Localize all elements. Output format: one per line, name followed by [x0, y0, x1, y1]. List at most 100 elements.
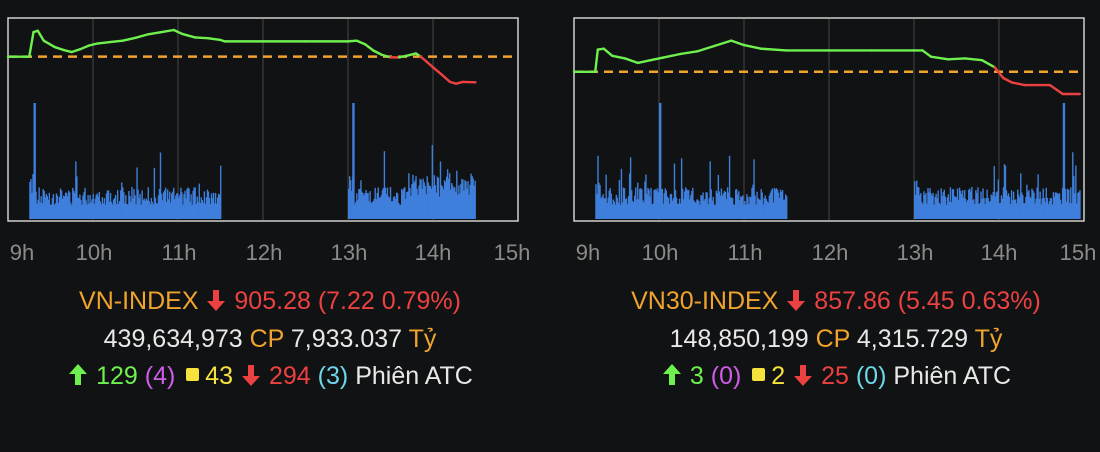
volume-bar: [767, 202, 770, 219]
volume-bar: [981, 199, 983, 219]
volume-bar: [668, 203, 671, 219]
turnover-unit: Tỷ: [408, 325, 437, 353]
volume-bar: [216, 197, 219, 219]
up-arrow-icon: [69, 364, 88, 385]
volume-bar: [745, 204, 747, 219]
price-segment: [172, 28, 184, 36]
volume-bar: [957, 200, 960, 219]
volume-bar: [101, 197, 104, 219]
volume-bar: [675, 197, 678, 219]
price-segment: [79, 44, 90, 51]
volume-bar: [109, 192, 112, 219]
volume-bar: [729, 197, 732, 219]
volume-bar: [935, 193, 937, 219]
volume-bar: [711, 200, 713, 219]
volume-bar: [455, 191, 457, 219]
volume-bar: [48, 192, 51, 219]
volume-bar: [697, 199, 699, 219]
volume-bar: [51, 198, 54, 219]
turnover-value: 4,315.729: [856, 325, 969, 353]
volume-bar: [1026, 184, 1028, 219]
volume-bar: [595, 184, 597, 219]
volume-bar: [1071, 203, 1073, 219]
volume-bar: [1025, 196, 1027, 219]
volume-bar: [618, 179, 621, 219]
volume-bar: [617, 202, 620, 219]
volume-bar: [682, 199, 685, 219]
volume-bar: [1012, 191, 1015, 219]
volume-bar: [736, 189, 738, 219]
volume-bar: [965, 198, 967, 219]
volume-bar: [712, 196, 714, 219]
volume-bar: [949, 187, 952, 219]
volume-bar: [708, 198, 710, 219]
volume-bar: [945, 204, 948, 219]
volume-bar: [766, 201, 769, 219]
volume-bar: [461, 178, 463, 219]
volume-bar: [86, 204, 88, 219]
price-segment: [623, 57, 639, 65]
volume-bar: [134, 195, 136, 219]
volume-bar: [752, 184, 754, 219]
volume-bar: [962, 197, 965, 219]
volume-bar: [649, 196, 651, 219]
volume-bar: [653, 190, 655, 219]
volume-bar: [1062, 103, 1066, 219]
volume-bar: [400, 204, 402, 219]
x-tick-label: 11h: [727, 240, 763, 265]
volume-bar: [681, 188, 684, 219]
volume-bar: [746, 194, 748, 219]
volume-bar: [172, 191, 174, 219]
volume-bar: [740, 196, 742, 219]
volume-bar: [157, 195, 160, 219]
vn30-index-chart: [572, 17, 1085, 222]
volume-bar: [1051, 204, 1054, 219]
volume-bar: [146, 200, 148, 219]
volume-bar: [447, 178, 450, 219]
volume-bar: [636, 199, 638, 219]
volume-bar: [132, 198, 134, 219]
volume-bar: [781, 190, 784, 219]
price-segment: [397, 54, 409, 59]
volume-bar: [1019, 197, 1021, 219]
volume-bar: [1061, 187, 1064, 219]
volume-bar: [369, 191, 371, 219]
volume-bar: [674, 190, 677, 219]
volume-bar: [186, 188, 188, 219]
volume-bar: [686, 189, 688, 219]
volume-bar: [152, 204, 155, 219]
volume-bar: [158, 188, 161, 219]
volume-bar: [785, 196, 788, 219]
volume-bar: [145, 198, 147, 219]
volume-bar: [1001, 198, 1004, 219]
volume-bar: [640, 188, 642, 219]
volume-bar: [136, 167, 138, 219]
price-segment: [1002, 76, 1013, 84]
volume-bar: [646, 194, 648, 219]
volume-bar: [914, 181, 916, 219]
volume-bar: [206, 189, 209, 219]
volume-bar: [412, 174, 414, 219]
volume-bar: [79, 194, 81, 219]
volume-bar: [651, 204, 653, 219]
volume-bar: [104, 204, 107, 219]
volume-bar: [422, 178, 424, 219]
volume-bar: [180, 187, 182, 219]
volume-bar: [36, 203, 38, 219]
x-tick-label: 10h: [75, 240, 113, 265]
volume-bar: [30, 179, 32, 219]
volume-bar: [131, 187, 133, 219]
volume-bar: [1060, 204, 1063, 219]
volume-bar: [107, 190, 110, 219]
volume-bar: [956, 188, 959, 219]
volume-bar: [1020, 173, 1022, 219]
price-segment: [993, 66, 1005, 80]
volume-bar: [1050, 198, 1053, 219]
volume-bar: [673, 163, 676, 219]
volume-bar: [359, 188, 361, 219]
volume-bar: [73, 190, 75, 219]
volume-bar: [776, 189, 779, 219]
volume-bar: [148, 201, 150, 219]
volume-bar: [928, 192, 930, 219]
volume-bar: [78, 198, 80, 219]
